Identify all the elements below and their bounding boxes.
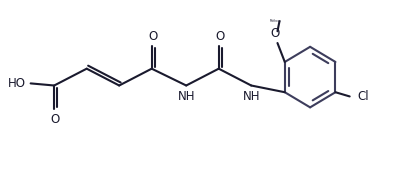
Text: O: O [271,27,280,40]
Text: Cl: Cl [357,90,369,103]
Text: NH: NH [178,89,196,102]
Text: O: O [50,113,60,126]
Text: NH: NH [243,89,261,102]
Text: O: O [215,30,224,43]
Text: Methoxy: Methoxy [270,19,281,23]
Text: HO: HO [7,77,25,90]
Text: O: O [148,30,157,43]
